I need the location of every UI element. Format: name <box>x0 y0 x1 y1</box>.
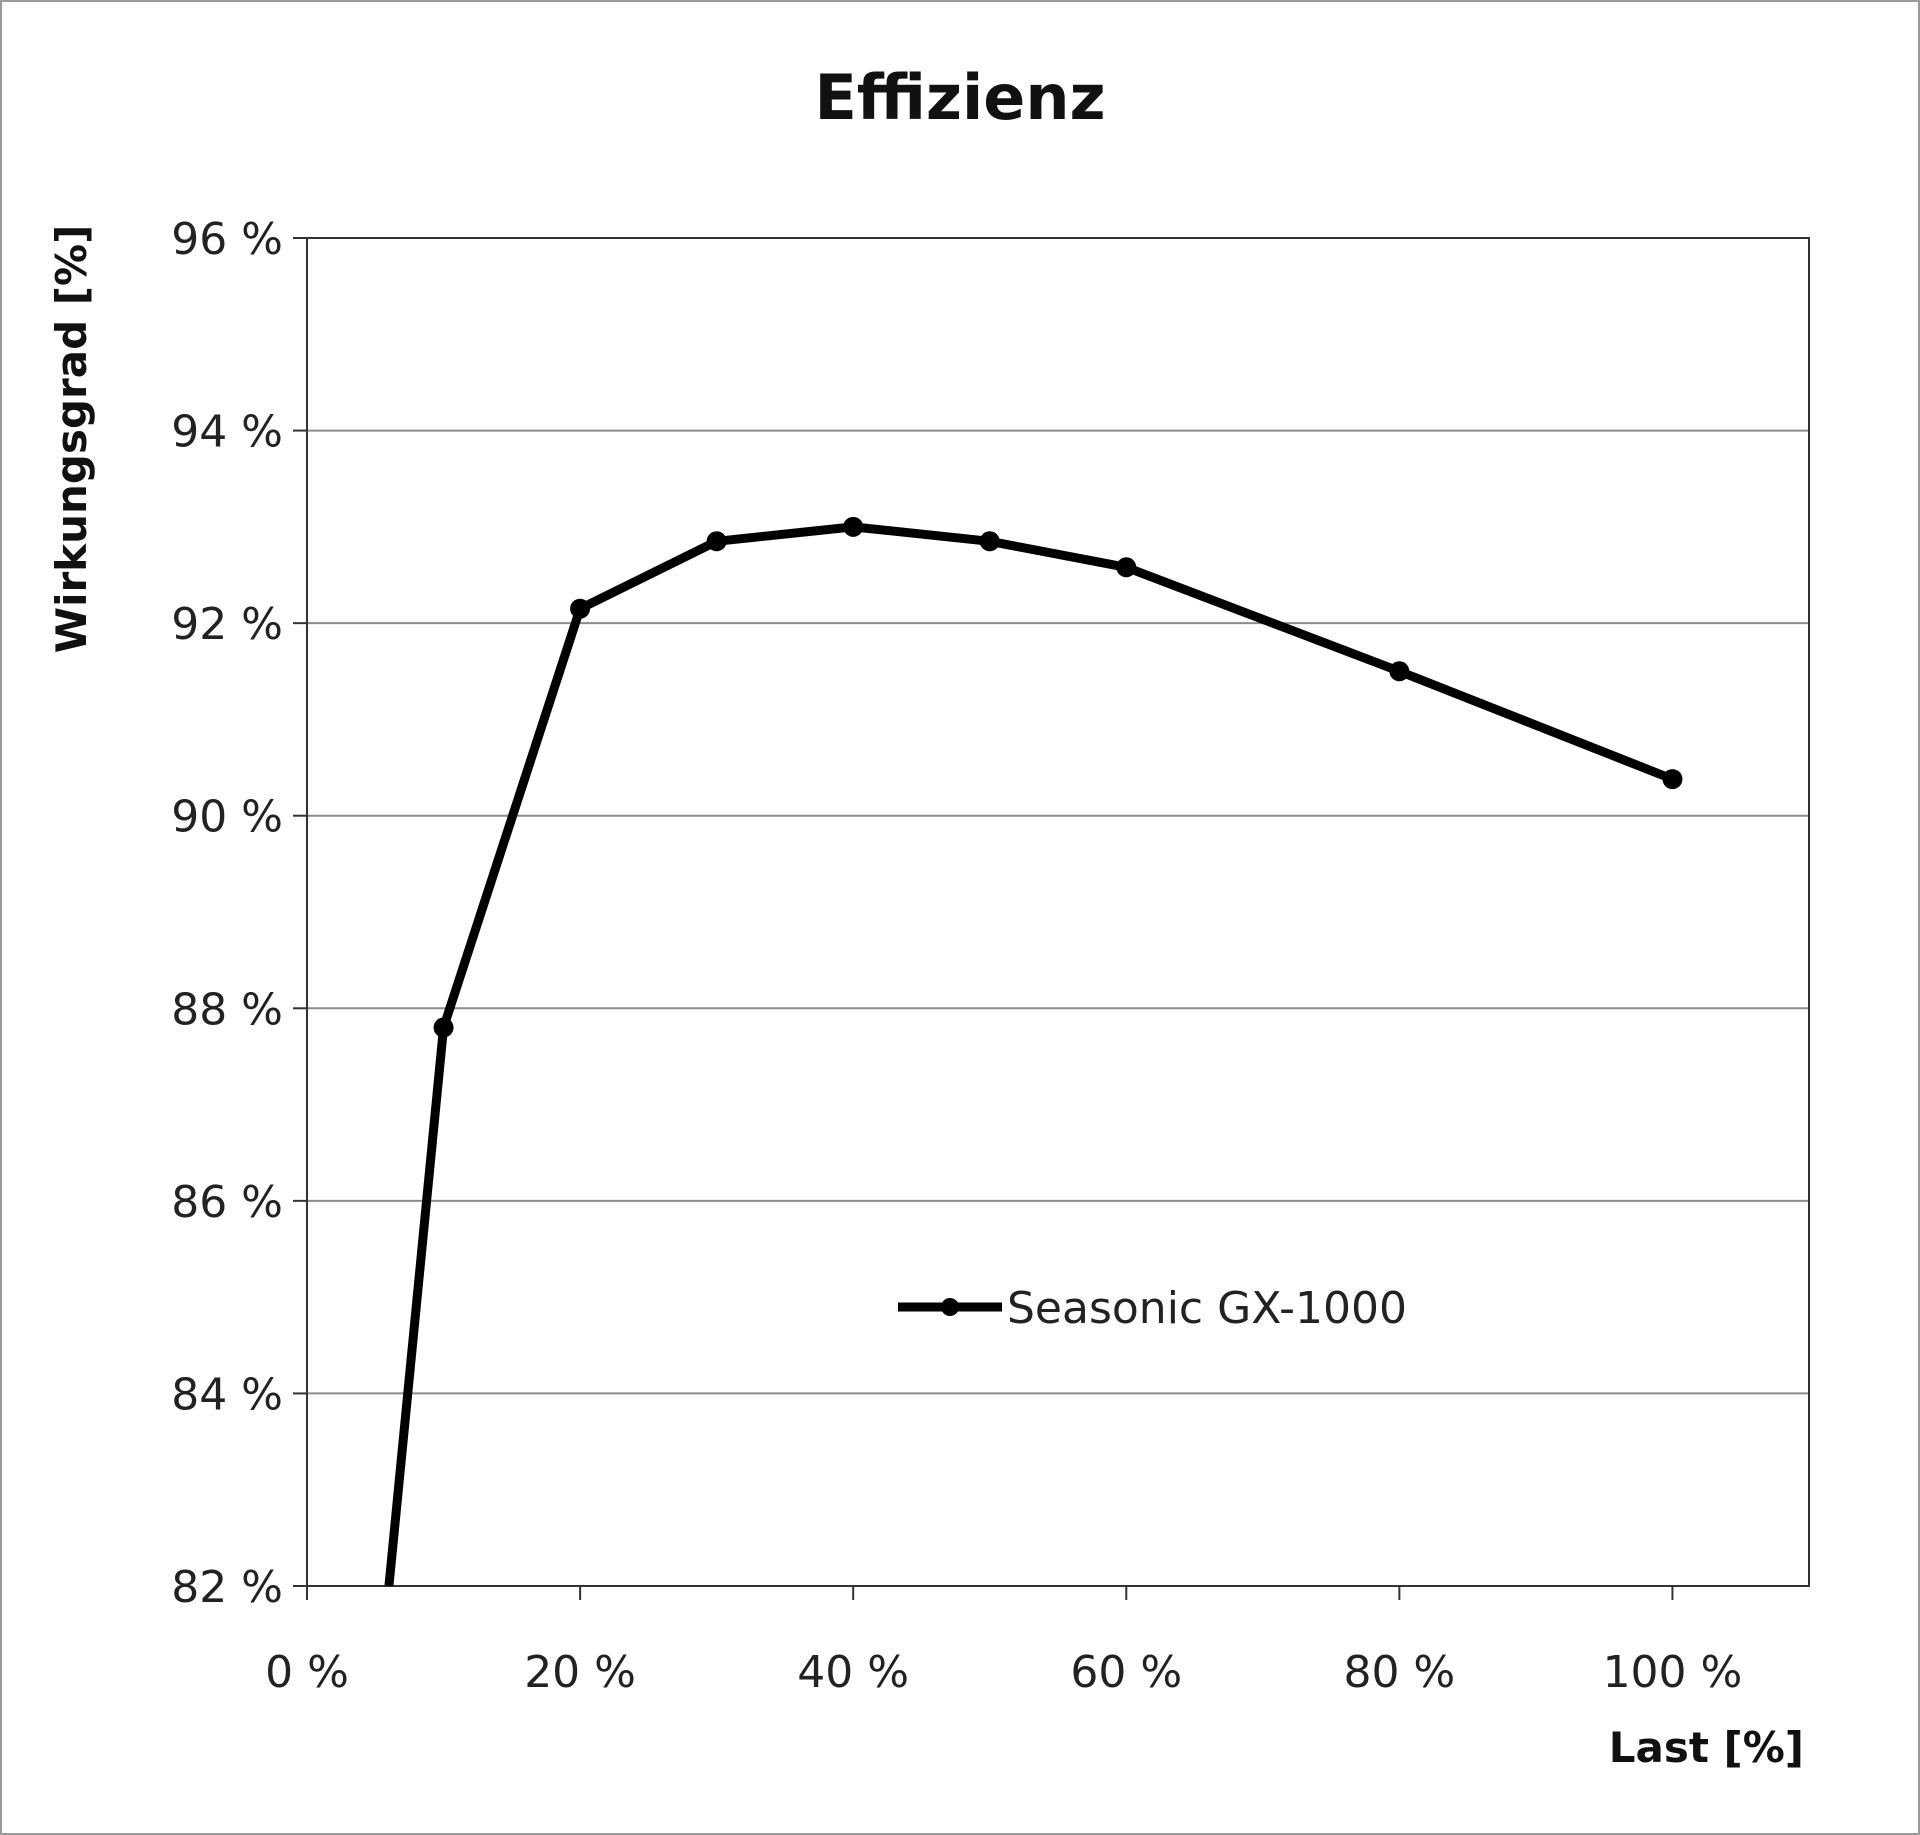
data-point <box>433 1017 454 1038</box>
x-axis: 0 % 20 % 40 % 60 % 80 % 100 % <box>265 1586 1742 1698</box>
plot-area <box>306 237 1810 1587</box>
grid-lines <box>307 429 1809 1395</box>
y-tick-label: 88 % <box>171 984 283 1035</box>
y-tick-label: 94 % <box>171 407 283 458</box>
x-tick-label: 80 % <box>1343 1647 1455 1698</box>
x-axis-label: Last [%] <box>1609 1723 1804 1772</box>
y-axis: 82 % 84 % 86 % 88 % 90 % 92 % 94 % 96 % <box>171 214 307 1613</box>
y-tick-label: 92 % <box>171 599 283 650</box>
legend: Seasonic GX-1000 <box>898 1283 1407 1334</box>
data-point <box>1662 769 1683 790</box>
chart-title: Effizienz <box>814 61 1105 134</box>
y-tick-label: 96 % <box>171 214 283 265</box>
series-line <box>384 522 1675 1587</box>
y-tick-label: 86 % <box>171 1177 283 1228</box>
y-tick-label: 84 % <box>171 1369 283 1420</box>
legend-marker <box>941 1298 959 1316</box>
x-tick-label: 40 % <box>797 1647 909 1698</box>
data-point <box>1116 557 1137 578</box>
x-tick-label: 20 % <box>524 1647 636 1698</box>
legend-label: Seasonic GX-1000 <box>1007 1283 1407 1334</box>
data-series <box>384 516 1683 1587</box>
y-tick-label: 90 % <box>171 792 283 843</box>
data-point <box>570 598 591 619</box>
y-tick-label: 82 % <box>171 1562 283 1613</box>
data-point <box>706 531 727 552</box>
y-axis-label: Wirkungsgrad [%] <box>47 225 96 654</box>
data-point <box>979 531 1000 552</box>
x-tick-label: 60 % <box>1070 1647 1182 1698</box>
data-point <box>1389 661 1410 682</box>
x-tick-label: 100 % <box>1603 1647 1743 1698</box>
data-point <box>843 516 864 537</box>
x-tick-label: 0 % <box>265 1647 349 1698</box>
